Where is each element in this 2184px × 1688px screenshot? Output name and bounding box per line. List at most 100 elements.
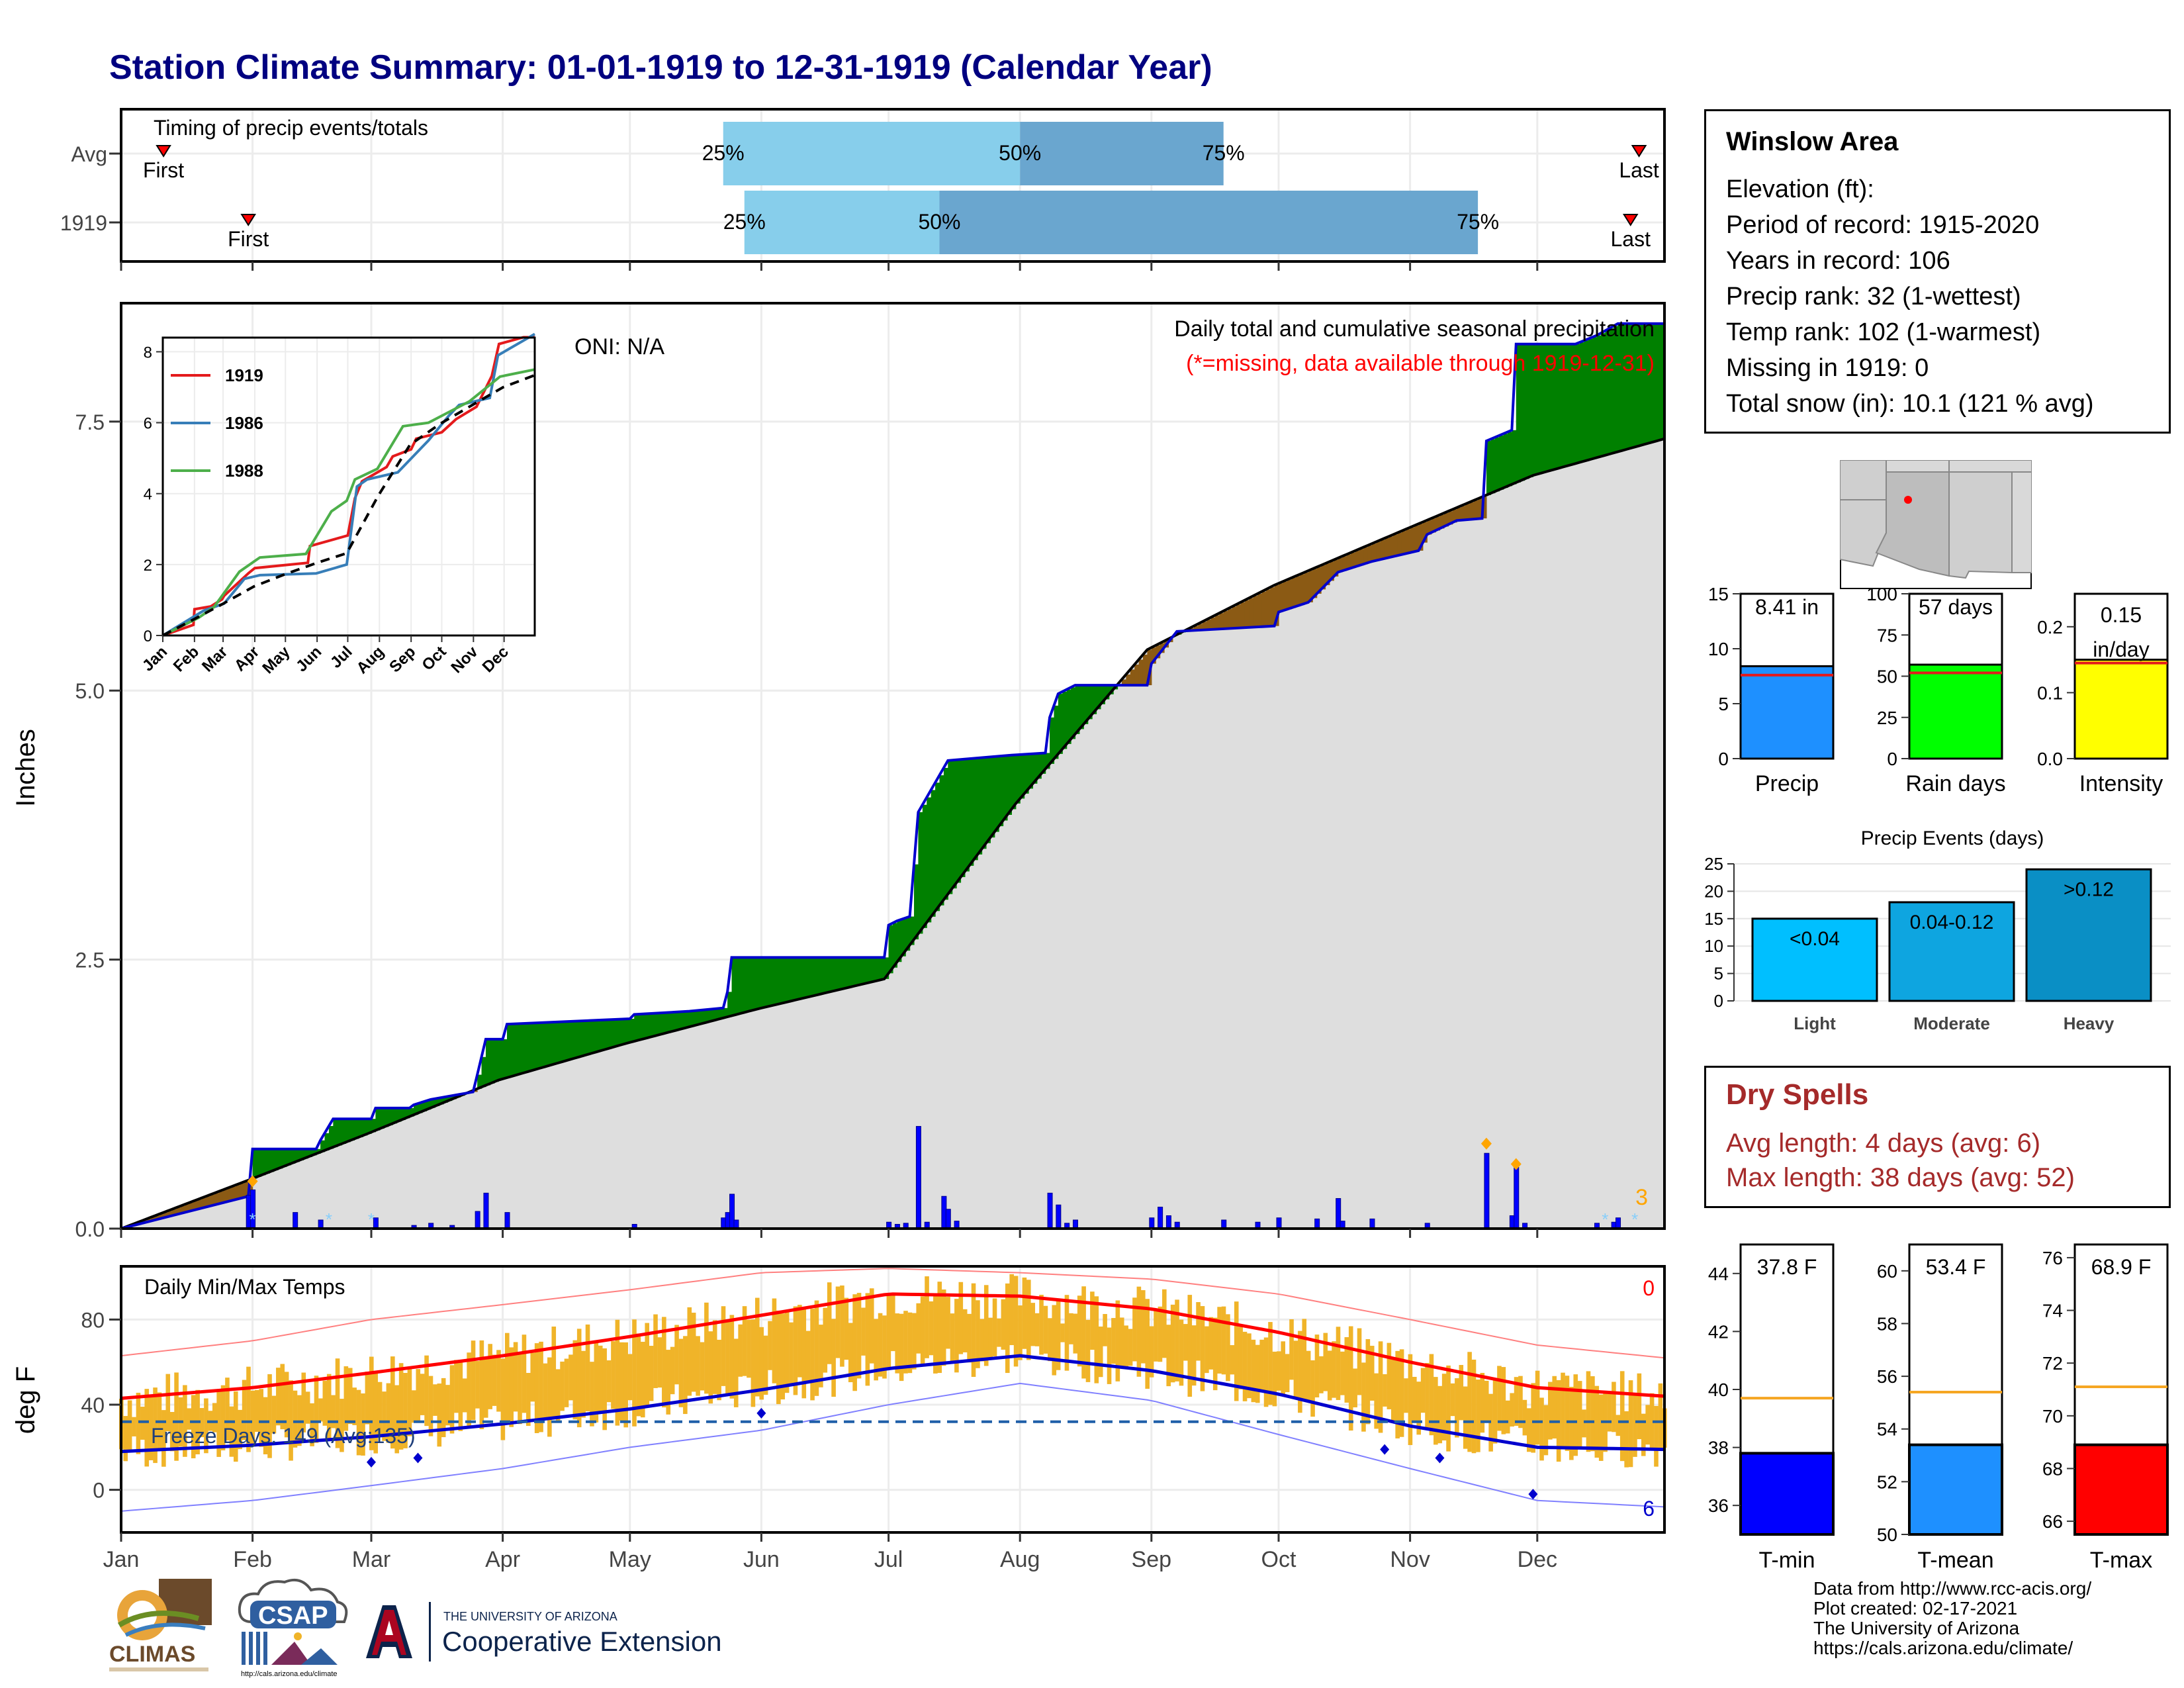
daily-temp-bar — [1463, 1386, 1468, 1449]
above-avg-fill — [1499, 435, 1504, 490]
temp-side-y-tick-label: 72 — [2042, 1353, 2063, 1374]
daily-temp-bar — [560, 1361, 565, 1411]
above-avg-fill — [668, 1012, 673, 1033]
below-avg-fill — [1316, 567, 1322, 594]
above-avg-fill — [295, 1149, 300, 1162]
daily-temp-bar — [1429, 1354, 1434, 1436]
below-avg-fill — [171, 1209, 177, 1216]
below-avg-fill — [1410, 527, 1415, 553]
above-avg-fill — [523, 1023, 529, 1073]
below-avg-fill — [218, 1191, 224, 1204]
above-avg-fill — [1592, 337, 1598, 459]
daily-temp-bar — [827, 1282, 832, 1364]
daily-temp-bar — [1619, 1371, 1625, 1462]
daily-temp-bar — [488, 1344, 492, 1409]
below-avg-fill — [1478, 498, 1483, 519]
daily-temp-bar — [971, 1283, 976, 1378]
below-avg-fill — [1380, 539, 1385, 560]
daily-temp-bar — [314, 1376, 319, 1443]
above-avg-fill — [833, 957, 839, 992]
above-avg-fill — [939, 775, 944, 906]
timing-last-marker — [1622, 214, 1639, 226]
below-avg-fill — [1151, 647, 1156, 664]
above-avg-fill — [655, 1013, 660, 1036]
above-avg-fill — [286, 1149, 291, 1166]
above-avg-fill — [1656, 323, 1661, 442]
daily-temp-bar — [636, 1333, 641, 1417]
timing-first-label: First — [143, 158, 184, 182]
above-avg-fill — [973, 758, 978, 861]
dry-spells-box: Dry Spells Avg length: 4 days (avg: 6) M… — [1704, 1066, 2171, 1208]
above-avg-fill — [638, 1014, 643, 1041]
daily-temp-bar — [1645, 1405, 1650, 1445]
daily-temp-bar — [653, 1314, 658, 1388]
events-bar-label: <0.04 — [1790, 928, 1840, 950]
daily-temp-bar — [424, 1355, 429, 1427]
daily-temp-bar — [696, 1336, 700, 1396]
daily-temp-bar — [250, 1390, 255, 1446]
daily-temp-bar — [220, 1385, 226, 1451]
observed-cumulative-line — [120, 322, 1664, 1230]
above-avg-fill — [1486, 441, 1491, 495]
daily-temp-bar — [509, 1347, 514, 1427]
above-avg-fill — [409, 1107, 414, 1117]
daily-temp-bar — [386, 1383, 391, 1443]
above-avg-fill — [816, 957, 821, 996]
hot-days-count: 0 — [1643, 1276, 1655, 1300]
daily-temp-bar — [225, 1378, 230, 1441]
month-tick-label: Apr — [485, 1547, 520, 1572]
footer-plot-created: Plot created: 02-17-2021 — [1813, 1598, 2018, 1618]
daily-temp-bar — [1446, 1365, 1451, 1452]
above-avg-fill — [1490, 439, 1496, 494]
daily-temp-bar — [1416, 1382, 1422, 1435]
daily-temp-bar — [1111, 1318, 1116, 1364]
below-avg-fill — [1439, 514, 1445, 529]
below-avg-fill — [1257, 593, 1262, 628]
above-avg-fill — [905, 917, 911, 951]
below-avg-fill — [1193, 626, 1199, 631]
daily-temp-bar — [165, 1374, 171, 1432]
below-avg-fill — [1363, 547, 1369, 565]
above-avg-fill — [981, 757, 987, 849]
above-avg-fill — [803, 957, 809, 998]
above-avg-fill — [731, 957, 737, 1016]
above-avg-fill — [1071, 687, 1076, 739]
below-avg-fill — [1385, 538, 1390, 559]
daily-temp-bar — [670, 1346, 675, 1395]
below-avg-fill — [1367, 545, 1373, 563]
daily-temp-bar — [912, 1313, 917, 1370]
timing-p50-label: 50% — [918, 210, 960, 234]
csap-logo: CSAP http://cals.arizona.edu/climate — [238, 1579, 348, 1678]
above-avg-fill — [265, 1149, 270, 1174]
below-avg-fill — [210, 1194, 215, 1206]
timing-row-label: 1919 — [60, 211, 107, 235]
daily-temp-bar — [1531, 1383, 1535, 1453]
above-avg-fill — [583, 1021, 588, 1056]
month-tick-label: Jan — [103, 1547, 140, 1572]
daily-temp-bar — [1145, 1299, 1150, 1389]
side-bar-y-tick-label: 0.1 — [2037, 682, 2063, 703]
above-avg-fill — [1626, 323, 1631, 449]
below-avg-fill — [1397, 532, 1402, 556]
daily-temp-bar — [704, 1302, 709, 1394]
station-temp-rank: Temp rank: 102 (1-warmest) — [1726, 318, 2041, 346]
below-avg-fill — [1240, 602, 1246, 628]
daily-temp-bar — [475, 1360, 480, 1409]
above-avg-fill — [812, 957, 817, 996]
above-avg-fill — [1494, 437, 1500, 492]
daily-temp-bar — [594, 1342, 599, 1423]
above-avg-fill — [994, 756, 999, 832]
above-avg-fill — [956, 759, 962, 883]
daily-temp-bar — [708, 1331, 713, 1404]
below-avg-fill — [1232, 606, 1237, 629]
above-avg-fill — [719, 1008, 724, 1019]
above-avg-fill — [549, 1022, 555, 1066]
daily-temp-bar — [1090, 1291, 1095, 1350]
daily-temp-bar — [852, 1294, 857, 1391]
daily-temp-bar — [1226, 1314, 1230, 1382]
above-avg-fill — [1554, 344, 1559, 470]
daily-temp-bar — [831, 1319, 836, 1397]
daily-temp-bar — [267, 1374, 272, 1458]
temp-side-bar-value — [1739, 1452, 1835, 1536]
daily-temp-bar — [1552, 1376, 1557, 1439]
